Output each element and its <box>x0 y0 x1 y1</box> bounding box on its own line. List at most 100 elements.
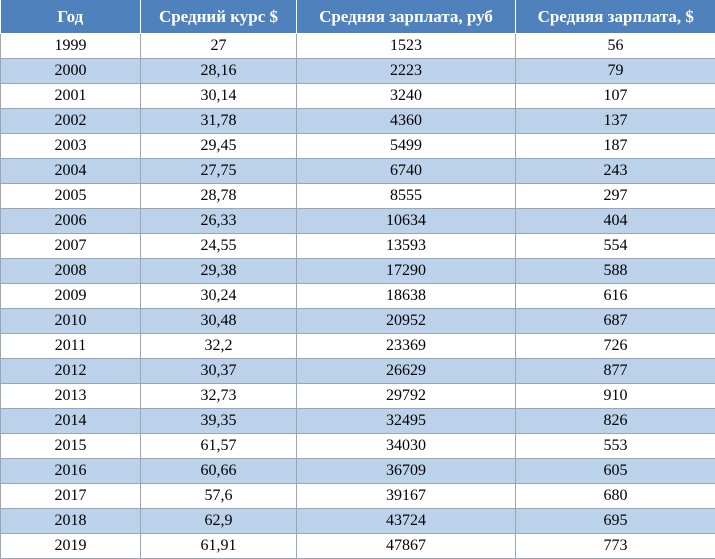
cell-year: 2009 <box>0 283 141 309</box>
cell-avg-salary-rub: 18638 <box>296 283 516 309</box>
cell-avg-rate-usd: 28,16 <box>140 58 297 84</box>
cell-avg-rate-usd: 39,35 <box>140 408 297 434</box>
cell-year: 2015 <box>0 433 141 459</box>
cell-avg-salary-rub: 8555 <box>296 183 516 209</box>
header-year: Год <box>0 0 141 34</box>
cell-year: 2019 <box>0 533 141 559</box>
cell-avg-rate-usd: 30,14 <box>140 83 297 109</box>
cell-avg-salary-usd: 826 <box>515 408 715 434</box>
cell-avg-salary-rub: 23369 <box>296 333 516 359</box>
table-row: 2011 32,2 23369 726 <box>0 333 715 359</box>
cell-year: 2007 <box>0 233 141 259</box>
cell-year: 2008 <box>0 258 141 284</box>
cell-avg-salary-usd: 726 <box>515 333 715 359</box>
cell-avg-salary-rub: 2223 <box>296 58 516 84</box>
cell-year: 2001 <box>0 83 141 109</box>
cell-year: 2016 <box>0 458 141 484</box>
table-row: 2016 60,66 36709 605 <box>0 458 715 484</box>
cell-avg-salary-rub: 32495 <box>296 408 516 434</box>
table-row: 2002 31,78 4360 137 <box>0 108 715 134</box>
cell-avg-rate-usd: 62,9 <box>140 508 297 534</box>
cell-avg-salary-usd: 773 <box>515 533 715 559</box>
cell-avg-rate-usd: 27 <box>140 33 297 59</box>
cell-year: 2010 <box>0 308 141 334</box>
header-avg-salary-usd: Средняя зарплата, $ <box>515 0 715 34</box>
cell-avg-rate-usd: 30,48 <box>140 308 297 334</box>
cell-avg-salary-usd: 910 <box>515 383 715 409</box>
cell-avg-salary-rub: 3240 <box>296 83 516 109</box>
cell-avg-rate-usd: 24,55 <box>140 233 297 259</box>
table-row: 2001 30,14 3240 107 <box>0 83 715 109</box>
cell-avg-rate-usd: 57,6 <box>140 483 297 509</box>
cell-avg-salary-rub: 39167 <box>296 483 516 509</box>
table-row: 2012 30,37 26629 877 <box>0 358 715 384</box>
cell-avg-rate-usd: 32,2 <box>140 333 297 359</box>
table-row: 2013 32,73 29792 910 <box>0 383 715 409</box>
cell-avg-salary-rub: 5499 <box>296 133 516 159</box>
cell-year: 2005 <box>0 183 141 209</box>
table-row: 2018 62,9 43724 695 <box>0 508 715 534</box>
cell-avg-salary-rub: 34030 <box>296 433 516 459</box>
table-row: 2009 30,24 18638 616 <box>0 283 715 309</box>
table-row: 2014 39,35 32495 826 <box>0 408 715 434</box>
table-row: 2004 27,75 6740 243 <box>0 158 715 184</box>
header-avg-salary-rub: Средняя зарплата, руб <box>296 0 516 34</box>
cell-avg-salary-usd: 605 <box>515 458 715 484</box>
table-row: 2007 24,55 13593 554 <box>0 233 715 259</box>
cell-year: 2018 <box>0 508 141 534</box>
cell-avg-salary-rub: 20952 <box>296 308 516 334</box>
cell-avg-rate-usd: 29,45 <box>140 133 297 159</box>
table-header: Год Средний курс $ Средняя зарплата, руб… <box>0 0 715 34</box>
cell-avg-salary-usd: 680 <box>515 483 715 509</box>
cell-avg-salary-rub: 1523 <box>296 33 516 59</box>
cell-year: 2006 <box>0 208 141 234</box>
cell-avg-salary-rub: 4360 <box>296 108 516 134</box>
cell-year: 2017 <box>0 483 141 509</box>
header-row: Год Средний курс $ Средняя зарплата, руб… <box>0 0 715 34</box>
cell-avg-rate-usd: 30,24 <box>140 283 297 309</box>
cell-year: 2003 <box>0 133 141 159</box>
cell-year: 2004 <box>0 158 141 184</box>
table-row: 2008 29,38 17290 588 <box>0 258 715 284</box>
table-body: 1999 27 1523 56 2000 28,16 2223 79 2001 30,14 3240… <box>0 33 715 559</box>
cell-avg-rate-usd: 29,38 <box>140 258 297 284</box>
cell-avg-rate-usd: 27,75 <box>140 158 297 184</box>
cell-avg-salary-rub: 47867 <box>296 533 516 559</box>
cell-avg-salary-usd: 588 <box>515 258 715 284</box>
cell-avg-rate-usd: 32,73 <box>140 383 297 409</box>
cell-avg-salary-rub: 29792 <box>296 383 516 409</box>
cell-avg-salary-usd: 695 <box>515 508 715 534</box>
cell-avg-salary-usd: 687 <box>515 308 715 334</box>
cell-year: 2011 <box>0 333 141 359</box>
cell-year: 2014 <box>0 408 141 434</box>
cell-year: 2013 <box>0 383 141 409</box>
table-row: 2015 61,57 34030 553 <box>0 433 715 459</box>
cell-avg-rate-usd: 31,78 <box>140 108 297 134</box>
cell-avg-salary-usd: 187 <box>515 133 715 159</box>
cell-avg-salary-usd: 554 <box>515 233 715 259</box>
cell-year: 2002 <box>0 108 141 134</box>
cell-avg-salary-rub: 6740 <box>296 158 516 184</box>
cell-avg-rate-usd: 30,37 <box>140 358 297 384</box>
cell-year: 1999 <box>0 33 141 59</box>
cell-avg-salary-usd: 79 <box>515 58 715 84</box>
cell-avg-salary-usd: 553 <box>515 433 715 459</box>
cell-avg-salary-usd: 56 <box>515 33 715 59</box>
cell-avg-salary-usd: 297 <box>515 183 715 209</box>
cell-year: 2012 <box>0 358 141 384</box>
table-row: 2010 30,48 20952 687 <box>0 308 715 334</box>
table-row: 2003 29,45 5499 187 <box>0 133 715 159</box>
cell-avg-salary-usd: 107 <box>515 83 715 109</box>
cell-avg-rate-usd: 28,78 <box>140 183 297 209</box>
cell-avg-salary-rub: 13593 <box>296 233 516 259</box>
cell-avg-rate-usd: 61,91 <box>140 533 297 559</box>
table-row: 2017 57,6 39167 680 <box>0 483 715 509</box>
cell-avg-rate-usd: 60,66 <box>140 458 297 484</box>
cell-avg-rate-usd: 61,57 <box>140 433 297 459</box>
cell-avg-salary-rub: 43724 <box>296 508 516 534</box>
table-row: 2019 61,91 47867 773 <box>0 533 715 559</box>
cell-avg-salary-usd: 616 <box>515 283 715 309</box>
header-avg-rate-usd: Средний курс $ <box>140 0 297 34</box>
